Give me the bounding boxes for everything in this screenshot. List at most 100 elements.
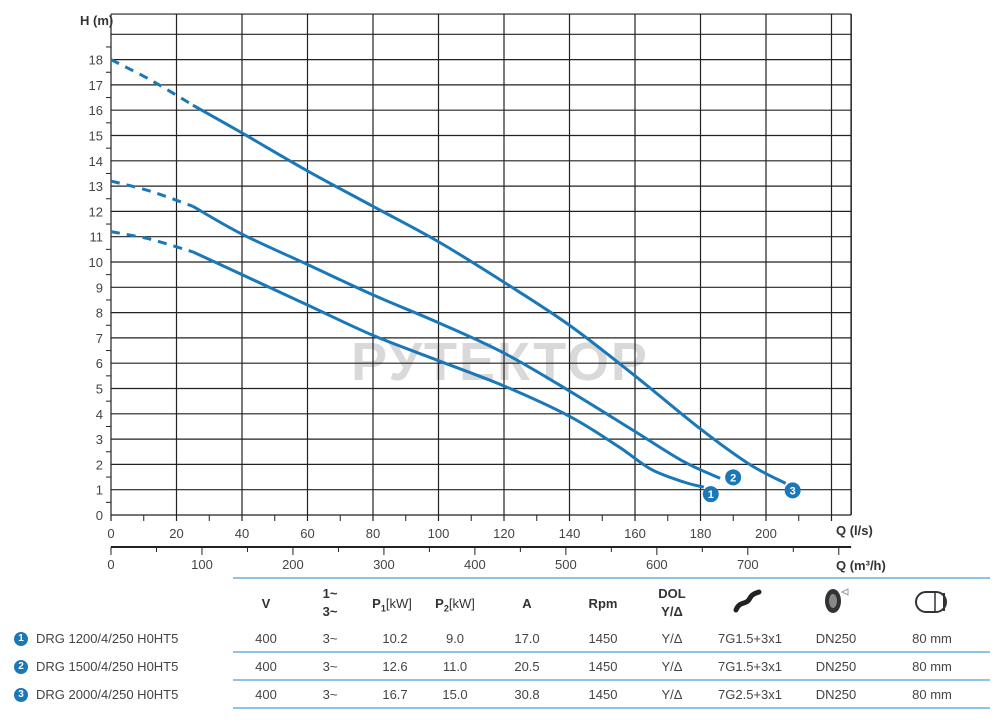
model-name: DRG 2000/4/250 H0HT5 (36, 687, 179, 702)
cable-icon (733, 589, 762, 613)
row-divider (233, 651, 990, 653)
curve-2-dashed (110, 179, 194, 208)
header-p1: P1[kW] (372, 596, 412, 614)
y-tick-label: 18 (89, 53, 103, 68)
cell-rpm: 1450 (588, 631, 618, 646)
x-tick-label: 100 (428, 526, 450, 541)
cell-dol: Y/Δ (661, 687, 683, 702)
x-axis-label: Q (l/s) (836, 523, 873, 538)
y-tick-label: 13 (89, 179, 103, 194)
cell-v: 400 (255, 631, 277, 646)
cell-outlet: DN250 (815, 659, 857, 674)
curve-marker-label: 1 (708, 489, 714, 501)
p2-sub: 2 (443, 603, 449, 614)
cell-p1: 10.2 (382, 631, 408, 646)
curve-marker-label: 3 (790, 485, 796, 497)
p1-unit: [kW] (385, 596, 412, 611)
curve-1 (192, 250, 705, 489)
y-tick-label: 17 (89, 78, 103, 93)
curve-number-badge: 1 (14, 632, 28, 646)
curve-3 (192, 103, 787, 485)
y-tick-label: 14 (89, 154, 103, 169)
curve-marker-2 (725, 469, 742, 486)
x2-tick-label: 600 (646, 557, 668, 572)
y-tick-label: 4 (96, 407, 103, 422)
curve-number-badge: 2 (14, 660, 28, 674)
curve-number-badge: 3 (14, 688, 28, 702)
cell-p2: 15.0 (442, 687, 468, 702)
y-tick-label: 11 (90, 230, 104, 245)
header-p2: P2[kW] (435, 596, 475, 614)
cell-p1: 16.7 (382, 687, 408, 702)
header-phase-3: 3~ (322, 604, 338, 619)
curve-marker-1 (702, 486, 719, 503)
header-rpm: Rpm (588, 596, 618, 611)
x2-tick-label: 100 (191, 557, 213, 572)
x2-axis-label: Q (m³/h) (836, 558, 886, 573)
cell-cable: 7G1.5+3x1 (718, 659, 782, 674)
cell-phase: 3~ (322, 659, 338, 674)
cell-v: 400 (255, 687, 277, 702)
cell-a: 20.5 (514, 659, 540, 674)
row-divider (233, 679, 990, 681)
solids-passage-icon (915, 591, 947, 613)
curve-3-dashed (110, 58, 194, 107)
y-tick-label: 10 (89, 255, 103, 270)
header-phase-1: 1~ (322, 586, 338, 601)
curve-marker-label: 2 (730, 472, 736, 484)
cell-cable: 7G2.5+3x1 (718, 687, 782, 702)
x2-tick-label: 700 (737, 557, 759, 572)
x-tick-label: 20 (169, 526, 183, 541)
x-tick-label: 40 (235, 526, 249, 541)
y-tick-label: 6 (96, 356, 103, 371)
y-tick-label: 0 (96, 508, 103, 523)
y-tick-label: 5 (96, 382, 103, 397)
y-tick-label: 16 (89, 103, 103, 118)
y-tick-label: 8 (96, 306, 103, 321)
cell-rpm: 1450 (588, 659, 618, 674)
p2-unit: [kW] (448, 596, 475, 611)
cell-rpm: 1450 (588, 687, 618, 702)
x-tick-label: 200 (755, 526, 777, 541)
p2-label: P (435, 596, 444, 611)
x-tick-label: 180 (690, 526, 712, 541)
cell-solids: 80 mm (912, 631, 952, 646)
model-name: DRG 1200/4/250 H0HT5 (36, 631, 179, 646)
cell-p1: 12.6 (382, 659, 408, 674)
x2-tick-label: 0 (107, 557, 114, 572)
y-axis-label: H (m) (80, 13, 113, 28)
curve-marker-3 (784, 482, 801, 499)
header-dol: DOL (658, 586, 686, 601)
discharge-flange-icon (825, 588, 849, 613)
cell-a: 30.8 (514, 687, 540, 702)
y-tick-label: 3 (96, 432, 103, 447)
x2-tick-label: 200 (282, 557, 304, 572)
cell-dol: Y/Δ (661, 631, 683, 646)
cell-phase: 3~ (322, 631, 338, 646)
table-top-divider (233, 577, 990, 579)
cell-cable: 7G1.5+3x1 (718, 631, 782, 646)
cell-solids: 80 mm (912, 687, 952, 702)
curve-1-dashed (110, 230, 194, 254)
row-divider (233, 707, 990, 709)
header-voltage: V (261, 596, 271, 611)
p1-sub: 1 (380, 603, 386, 614)
cell-solids: 80 mm (912, 659, 952, 674)
x-tick-label: 0 (107, 526, 114, 541)
header-current: A (522, 596, 532, 611)
p1-label: P (372, 596, 381, 611)
cell-a: 17.0 (514, 631, 540, 646)
cell-p2: 11.0 (442, 659, 468, 674)
x2-tick-label: 400 (464, 557, 486, 572)
cell-outlet: DN250 (815, 631, 857, 646)
y-tick-label: 12 (89, 204, 103, 219)
cell-outlet: DN250 (815, 687, 857, 702)
y-tick-label: 15 (89, 129, 103, 144)
x-tick-label: 80 (366, 526, 380, 541)
cell-v: 400 (255, 659, 277, 674)
x-tick-label: 60 (300, 526, 314, 541)
cell-p2: 9.0 (445, 631, 465, 646)
header-star-delta: Y/Δ (661, 604, 683, 619)
